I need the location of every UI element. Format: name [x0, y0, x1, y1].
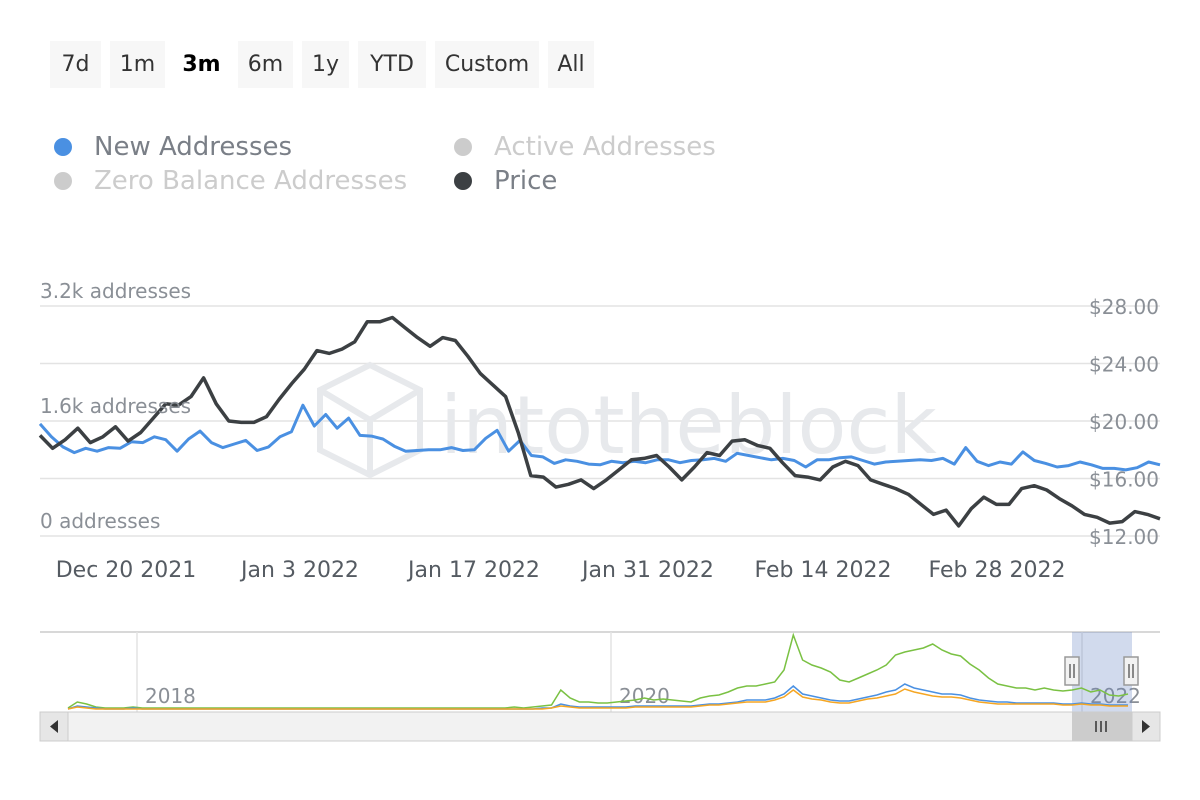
legend-label: New Addresses	[94, 132, 293, 162]
navigator-right-handle[interactable]	[1123, 656, 1139, 686]
y-left-tick-label: 0 addresses	[40, 509, 160, 533]
range-button-1y[interactable]: 1y	[302, 41, 349, 88]
y-left-tick-label: 1.6k addresses	[40, 394, 191, 418]
watermark-cube-edge	[318, 387, 422, 424]
range-button-custom[interactable]: Custom	[435, 41, 539, 88]
legend-marker	[454, 138, 472, 156]
range-button-1m[interactable]: 1m	[110, 41, 165, 88]
navigator-left-handle[interactable]	[1064, 656, 1080, 686]
x-tick-label: Feb 14 2022	[755, 558, 892, 583]
scrollbar-track[interactable]	[39, 711, 1161, 742]
range-button-7d[interactable]: 7d	[50, 41, 101, 88]
series-line-price	[38, 315, 1161, 528]
scroll-left-arrow-icon	[50, 720, 58, 733]
y-right-tick-label: $20.00	[1089, 410, 1159, 434]
navigator-x-label: 2018	[145, 684, 196, 708]
range-button-3m[interactable]: 3m	[174, 41, 229, 88]
gridlines	[40, 305, 1160, 537]
y-right-tick-label: $24.00	[1089, 353, 1159, 377]
scrollbar-thumb[interactable]	[1072, 712, 1132, 741]
x-tick-label: Jan 17 2022	[406, 558, 540, 583]
navigator-scrollbar[interactable]	[39, 711, 1161, 742]
legend-item-zero-balance-addresses[interactable]: Zero Balance Addresses	[54, 166, 407, 196]
x-tick-label: Jan 31 2022	[580, 558, 714, 583]
y-right-tick-label: $28.00	[1089, 295, 1159, 319]
x-tick-label: Jan 3 2022	[239, 558, 359, 583]
range-button-all[interactable]: All	[548, 41, 594, 88]
y-right-tick-label: $16.00	[1089, 468, 1159, 492]
legend-marker	[454, 172, 472, 190]
navigator[interactable]: 201820202022	[0, 620, 1200, 750]
legend-item-active-addresses[interactable]: Active Addresses	[454, 132, 716, 162]
scroll-right-arrow-icon	[1142, 720, 1150, 733]
legend-marker	[54, 138, 72, 156]
range-selector: 7d 1m 3m 6m 1y YTD Custom All	[50, 41, 603, 88]
legend-label: Price	[494, 166, 558, 196]
navigator-series-line	[67, 688, 1128, 710]
x-tick-label: Dec 20 2021	[56, 558, 197, 583]
legend-item-new-addresses[interactable]: New Addresses	[54, 132, 292, 162]
series-line-new-addresses	[38, 403, 1161, 472]
legend-label: Zero Balance Addresses	[94, 166, 408, 196]
x-tick-label: Feb 28 2022	[929, 558, 1066, 583]
y-left-tick-label: 3.2k addresses	[40, 279, 191, 303]
legend-marker	[54, 172, 72, 190]
navigator-series-line	[67, 683, 1128, 710]
navigator-series-line	[67, 632, 1129, 709]
navigator-selection[interactable]	[1072, 632, 1132, 712]
range-button-6m[interactable]: 6m	[238, 41, 293, 88]
range-button-ytd[interactable]: YTD	[358, 41, 426, 88]
y-right-tick-label: $12.00	[1089, 525, 1159, 549]
legend-item-price[interactable]: Price	[454, 166, 557, 196]
navigator-x-label: 2020	[619, 684, 670, 708]
legend-label: Active Addresses	[494, 132, 716, 162]
